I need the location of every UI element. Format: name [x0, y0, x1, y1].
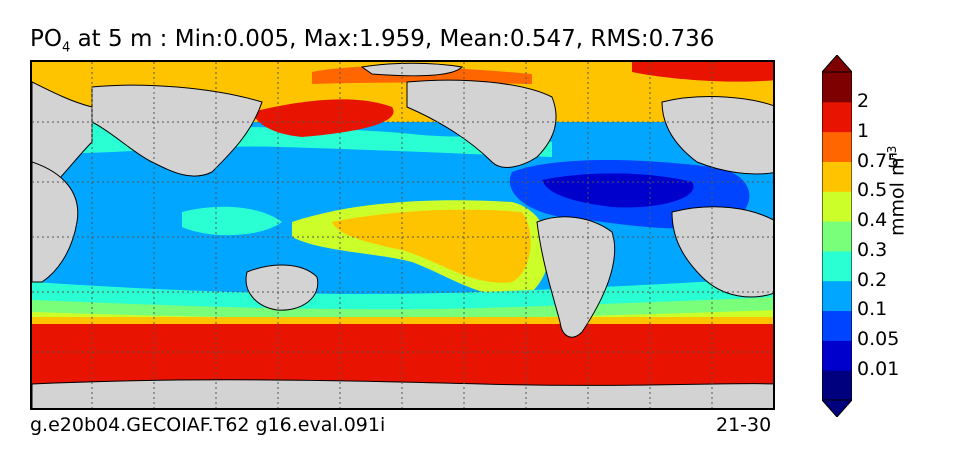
colorbar-label: 1: [857, 120, 870, 142]
colorbar-segment: [822, 221, 852, 252]
years-label: 21-30: [716, 414, 772, 436]
australia-land: [245, 264, 319, 311]
map-title: PO4 at 5 m : Min:0.005, Max:1.959, Mean:…: [30, 26, 715, 56]
colorbar-label: 0.5: [857, 179, 888, 201]
south-america-land: [536, 216, 616, 338]
north-america-land: [406, 79, 557, 168]
equatorial-yellow: [332, 209, 531, 283]
europe-land: [661, 96, 773, 175]
colorbar-segment: [822, 340, 852, 371]
indo-pacific-cyan: [182, 206, 282, 236]
colorbar-segment: [822, 370, 852, 401]
asia-land: [91, 84, 263, 177]
colorbar-max-arrow: [822, 55, 852, 73]
colorbar-segment: [822, 161, 852, 192]
north-pacific-red: [252, 99, 394, 137]
colorbar-label: 0.01: [857, 358, 900, 380]
africa-east-land: [32, 161, 79, 283]
colorbar-label: 0.2: [857, 269, 888, 291]
colorbar-unit-label: mmol m-3: [885, 145, 909, 236]
colorbar-label: 0.4: [857, 209, 888, 231]
colorbar: [822, 55, 852, 417]
colorbar-segment: [822, 310, 852, 341]
africa-land: [671, 206, 773, 298]
colorbar-segment: [822, 250, 852, 282]
antarctica-land: [32, 379, 773, 408]
map-canvas: [32, 62, 773, 408]
colorbar-min-arrow: [822, 399, 852, 417]
graticule: [32, 62, 773, 408]
colorbar-segment: [822, 72, 852, 103]
arctic-islands-land: [360, 62, 464, 77]
colorbar-label: 0.3: [857, 239, 888, 261]
arctic-red: [632, 62, 773, 82]
colorbar-segment: [822, 101, 852, 133]
ocean-map: [30, 60, 775, 410]
colorbar-label: 0.1: [857, 298, 888, 320]
atlantic-deep-blue: [542, 173, 694, 208]
colorbar-segment: [822, 131, 852, 162]
colorbar-label: 0.05: [857, 328, 900, 350]
colorbar-segment: [822, 280, 852, 312]
colorbar-label: 2: [857, 90, 870, 112]
colorbar-label: 0.75: [857, 150, 900, 172]
colorbar-frame: [822, 71, 852, 401]
colorbar-segments: [822, 72, 852, 401]
case-name: g.e20b04.GECOIAF.T62 g16.eval.091i: [30, 414, 386, 436]
colorbar-segment: [822, 191, 852, 222]
